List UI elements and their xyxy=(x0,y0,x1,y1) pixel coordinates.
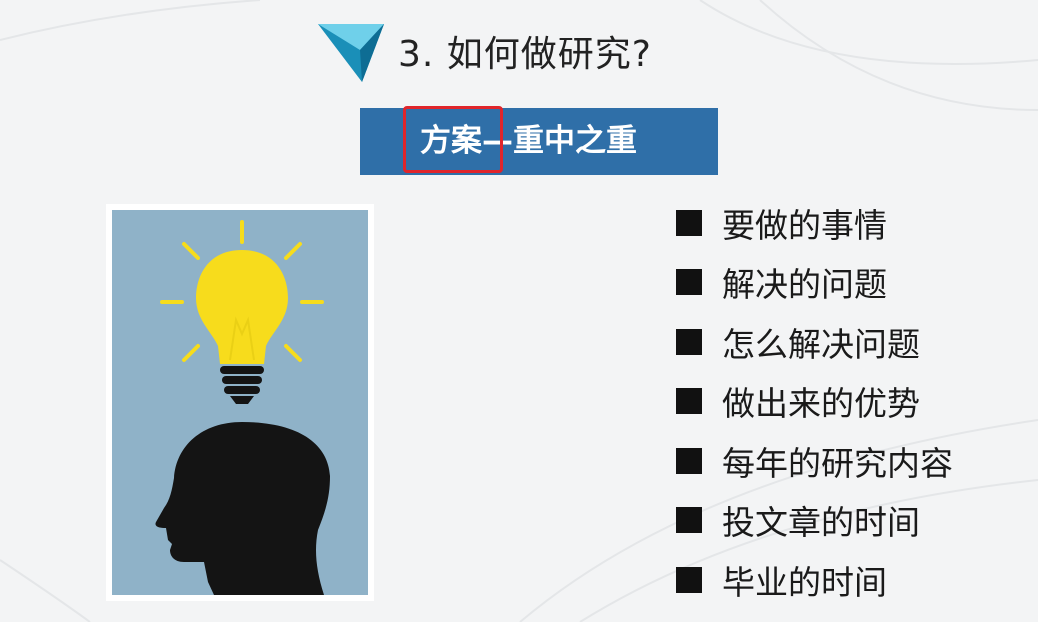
list-item-label: 每年的研究内容 xyxy=(722,443,953,483)
list-item-label: 解决的问题 xyxy=(722,265,887,305)
blue-triangle-icon xyxy=(318,24,384,82)
topic-list: 要做的事情 解决的问题 怎么解决问题 做出来的优势 每年的研究内容 投文章的时间… xyxy=(676,193,953,610)
square-bullet-icon xyxy=(676,388,702,415)
square-bullet-icon xyxy=(676,209,702,236)
highlight-box xyxy=(403,106,503,173)
list-item-label: 要做的事情 xyxy=(722,205,887,245)
light-rays-icon xyxy=(160,220,324,362)
lightbulb-base-icon xyxy=(220,366,264,404)
head-silhouette-icon xyxy=(155,422,330,595)
square-bullet-icon xyxy=(676,269,702,296)
section-banner: 方案—重中之重 xyxy=(360,108,718,175)
list-item: 投文章的时间 xyxy=(676,491,953,551)
square-bullet-icon xyxy=(676,566,702,593)
list-item-label: 投文章的时间 xyxy=(722,503,920,543)
list-item: 每年的研究内容 xyxy=(676,431,953,491)
list-item: 解决的问题 xyxy=(676,253,953,313)
illustration-frame xyxy=(106,204,374,601)
banner-text: 方案—重中之重 xyxy=(420,123,637,159)
page-title: 3. 如何做研究? xyxy=(316,18,652,84)
list-item: 做出来的优势 xyxy=(676,372,953,432)
list-item-label: 做出来的优势 xyxy=(722,384,920,424)
list-item-label: 怎么解决问题 xyxy=(722,324,920,364)
square-bullet-icon xyxy=(676,447,702,474)
list-item-label: 毕业的时间 xyxy=(722,562,887,602)
square-bullet-icon xyxy=(676,507,702,534)
list-item: 要做的事情 xyxy=(676,193,953,253)
list-item: 毕业的时间 xyxy=(676,550,953,610)
square-bullet-icon xyxy=(676,328,702,355)
lightbulb-head-illustration xyxy=(112,210,368,595)
list-item: 怎么解决问题 xyxy=(676,312,953,372)
page-title-text: 3. 如何做研究? xyxy=(398,34,652,75)
lightbulb-icon xyxy=(196,250,288,364)
